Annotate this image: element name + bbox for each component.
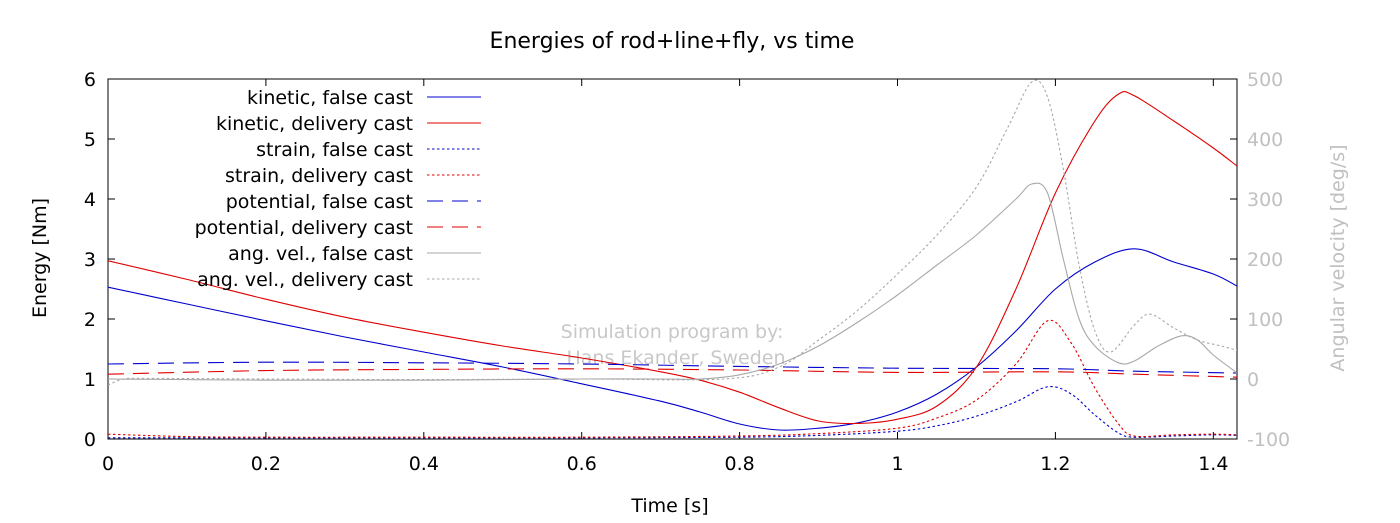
annotation-line-1: Simulation program by:	[561, 321, 784, 343]
series-line-potential-false-cast	[108, 361, 1237, 374]
x-tick-label: 0.2	[251, 453, 281, 475]
legend-entry-label: kinetic, false cast	[247, 87, 413, 109]
y2-axis-label: Angular velocity [deg/s]	[1327, 144, 1349, 371]
y-tick-label: 1	[84, 369, 96, 391]
y-tick-label: 0	[84, 429, 96, 451]
legend-entry-label: strain, false cast	[256, 139, 413, 161]
legend-entry-label: potential, delivery cast	[195, 217, 413, 239]
x-axis-label: Time [s]	[630, 495, 708, 517]
series-line-ang-vel-delivery-cast	[108, 79, 1237, 386]
annotation-line-2: Hans Ekander, Sweden	[567, 347, 786, 369]
legend-entry-label: potential, false cast	[226, 191, 413, 213]
series-line-strain-delivery-cast	[108, 319, 1237, 438]
x-tick-label: 0	[102, 453, 114, 475]
y-tick-label: 2	[84, 309, 96, 331]
legend-entry-label: ang. vel., false cast	[228, 243, 413, 265]
chart-title: Energies of rod+line+fly, vs time	[490, 29, 855, 54]
y2-tick-label: 500	[1247, 69, 1283, 91]
x-tick-label: 1.4	[1198, 453, 1228, 475]
x-tick-label: 1	[891, 453, 903, 475]
series-line-kinetic-false-cast	[108, 248, 1237, 431]
y2-tick-label: 300	[1247, 189, 1283, 211]
x-tick-label: 0.4	[409, 453, 439, 475]
y-tick-label: 6	[84, 69, 96, 91]
series-line-kinetic-delivery-cast	[108, 90, 1237, 425]
x-tick-label: 0.6	[567, 453, 597, 475]
y2-tick-label: 400	[1247, 129, 1283, 151]
y2-tick-label: 0	[1247, 369, 1259, 391]
x-tick-label: 1.2	[1040, 453, 1070, 475]
series-line-potential-delivery-cast	[108, 368, 1237, 378]
y-axis-left: 0 1 2 3 4 5 6	[84, 69, 115, 451]
y-axis-right: -100 0 100 200 300 400 500	[1230, 69, 1290, 451]
series-line-strain-false-cast	[108, 385, 1237, 439]
y-axis-label: Energy [Nm]	[29, 198, 51, 318]
legend-entry-label: strain, delivery cast	[225, 165, 413, 187]
y-tick-label: 4	[84, 189, 96, 211]
y2-tick-label: 200	[1247, 249, 1283, 271]
y2-tick-label: 100	[1247, 309, 1283, 331]
legend: kinetic, false cast kinetic, delivery cas…	[195, 87, 481, 291]
series-layer	[108, 79, 1237, 439]
legend-entry-label: kinetic, delivery cast	[216, 113, 413, 135]
x-axis: 0 0.2 0.4 0.6 0.8 1 1.2 1.4	[102, 79, 1228, 475]
legend-entry-label: ang. vel., delivery cast	[197, 269, 413, 291]
y2-tick-label: -100	[1247, 429, 1290, 451]
x-tick-label: 0.8	[724, 453, 754, 475]
series-line-ang-vel-false-cast	[108, 182, 1237, 381]
y-tick-label: 5	[84, 129, 96, 151]
y-tick-label: 3	[84, 249, 96, 271]
